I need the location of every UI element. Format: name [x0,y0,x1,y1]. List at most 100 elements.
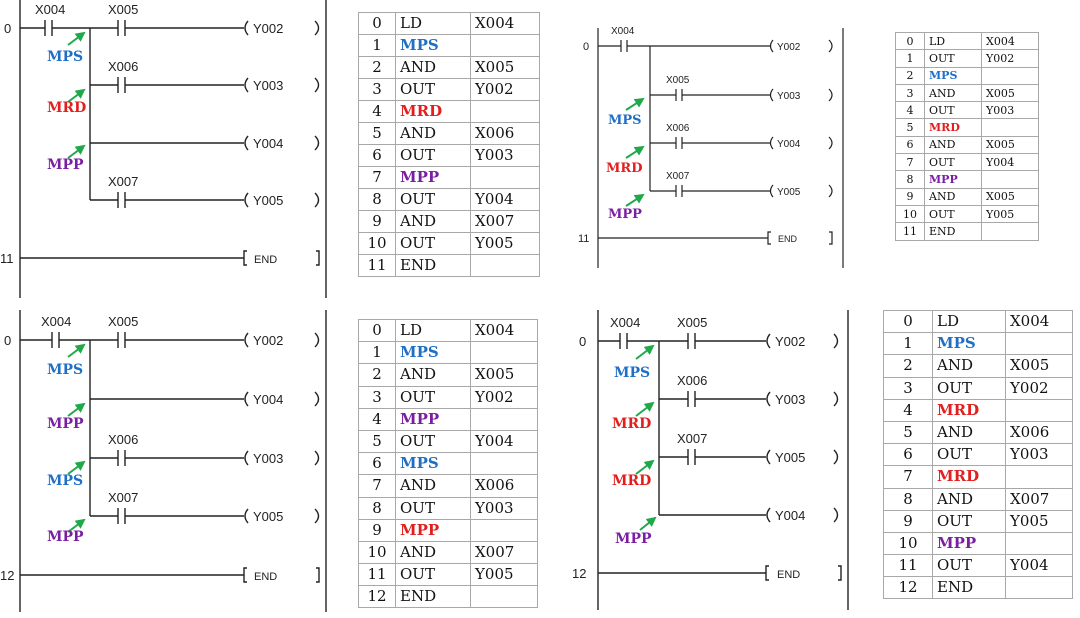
arrow-icon [67,402,86,417]
arrow-icon [625,145,645,159]
coil-right-arc [833,391,839,407]
instruction-cell: AND [932,420,1006,445]
coil-label: Y005 [775,450,805,465]
instruction-row: 9 AND X007 [358,210,540,233]
step-number-cell: 5 [358,122,396,145]
contact-label: X005 [108,314,138,329]
stack-label-mrd: MRD [47,100,86,116]
coil-label: Y003 [253,78,283,93]
instruction-cell: OUT [395,78,471,101]
coil-right-arc [314,508,320,524]
contact-label: X004 [41,314,71,329]
step-number-cell: 6 [895,135,925,155]
coil-label: Y005 [777,187,801,198]
coil-right-arc [828,136,833,150]
instruction-row: 12 END [883,576,1073,600]
step-number-cell: 6 [358,144,396,167]
coil-label: Y002 [777,42,801,53]
coil-right-arc [314,20,320,36]
instruction-row: 11 END [358,254,540,277]
operand-cell: Y002 [470,385,538,409]
end-bracket [829,231,833,245]
step-number-cell: 2 [895,66,925,85]
end-bracket [767,231,771,245]
arrow-icon [67,88,86,103]
stack-label-mrd: MRD [612,416,651,432]
instruction-row: 6 OUT Y003 [358,144,540,167]
operand-cell: Y003 [1005,443,1073,467]
instruction-cell: OUT [395,496,471,520]
instruction-cell: OUT [932,509,1006,533]
instruction-row: 4 MRD [358,100,540,123]
operand-cell [981,170,1039,189]
operand-cell: X005 [1005,354,1073,378]
instruction-cell: OUT [395,144,471,167]
operand-cell [470,518,538,542]
instruction-row: 9 OUT Y005 [883,509,1073,533]
step-number-cell: 2 [358,363,396,387]
instruction-cell: MPP [395,518,471,542]
ladder-example-4 [597,310,849,610]
operand-cell: X006 [1005,420,1073,445]
instruction-list-4: 0 LD X004 1 MPS 2 AND X005 3 OUT Y002 4 MRD 5 AND X006 6… [883,309,1073,600]
coil-label: Y004 [775,508,805,523]
step-number-cell: 1 [358,34,396,57]
instruction-cell: OUT [932,443,1006,467]
coil-left-arc [766,333,771,349]
operand-cell [470,254,540,277]
instruction-cell: MRD [932,465,1006,489]
instruction-row: 11 OUT Y004 [883,554,1073,578]
coil-left-arc [244,508,249,524]
instruction-cell: AND [932,354,1006,378]
instruction-list-1: 0 LD X004 1 MPS 2 AND X005 3 OUT Y002 4 MRD 5 AND X006 6… [358,12,540,277]
contact-x005 [117,20,126,36]
coil-left-arc [244,20,249,36]
contact-label: X007 [108,174,138,189]
operand-cell: Y003 [470,144,540,167]
step-number-cell: 12 [883,576,933,600]
instruction-row: 2 AND X005 [358,363,538,387]
coil-left-arc [766,449,771,465]
stack-label-mps: MPS [47,473,83,489]
instruction-cell: OUT [924,101,982,120]
step-number-cell: 6 [358,452,396,476]
operand-cell: X007 [1005,487,1073,511]
operand-cell: Y002 [1005,376,1073,400]
contact-label: X007 [677,431,707,446]
step-number-cell: 1 [358,341,396,365]
instruction-row: 3 OUT Y002 [883,376,1073,400]
operand-cell: Y005 [1005,509,1073,533]
operand-cell: X005 [981,135,1039,155]
end-bracket [243,567,247,583]
step-number-cell: 10 [895,204,925,224]
instruction-row: 3 OUT Y002 [358,78,540,101]
instruction-cell: AND [924,83,982,103]
step-number-cell: 1 [895,49,925,68]
instruction-row: 7 MPP [358,166,540,189]
end-label: END [254,254,277,266]
instruction-cell: OUT [924,153,982,172]
instruction-cell: OUT [924,49,982,68]
step-number-cell: 3 [358,78,396,101]
step-number-cell: 0 [883,309,933,334]
contact-label: X004 [611,26,635,37]
instruction-list-3: 0 LD X004 1 MPS 2 AND X005 3 OUT Y002 4 MPP 5 OUT Y004 6… [358,318,538,609]
instruction-row: 12 END [358,585,538,609]
step-number-cell: 3 [358,385,396,409]
operand-cell: Y002 [981,49,1039,68]
instruction-row: 2 AND X005 [358,56,540,79]
coil-left-arc [244,135,249,151]
operand-cell: Y005 [470,232,540,255]
instruction-row: 2 MPS [895,66,1039,85]
instruction-cell: OUT [924,204,982,224]
coil-label: Y003 [777,91,801,102]
arrow-icon [635,401,655,417]
instruction-cell: LD [395,12,471,35]
instruction-cell: MPS [395,452,471,476]
instruction-cell: OUT [395,429,471,454]
coil-left-arc [769,184,774,198]
coil-label: Y005 [253,509,283,524]
coil-left-arc [244,391,249,407]
step-number: 12 [572,566,586,581]
step-number: 0 [579,334,586,349]
